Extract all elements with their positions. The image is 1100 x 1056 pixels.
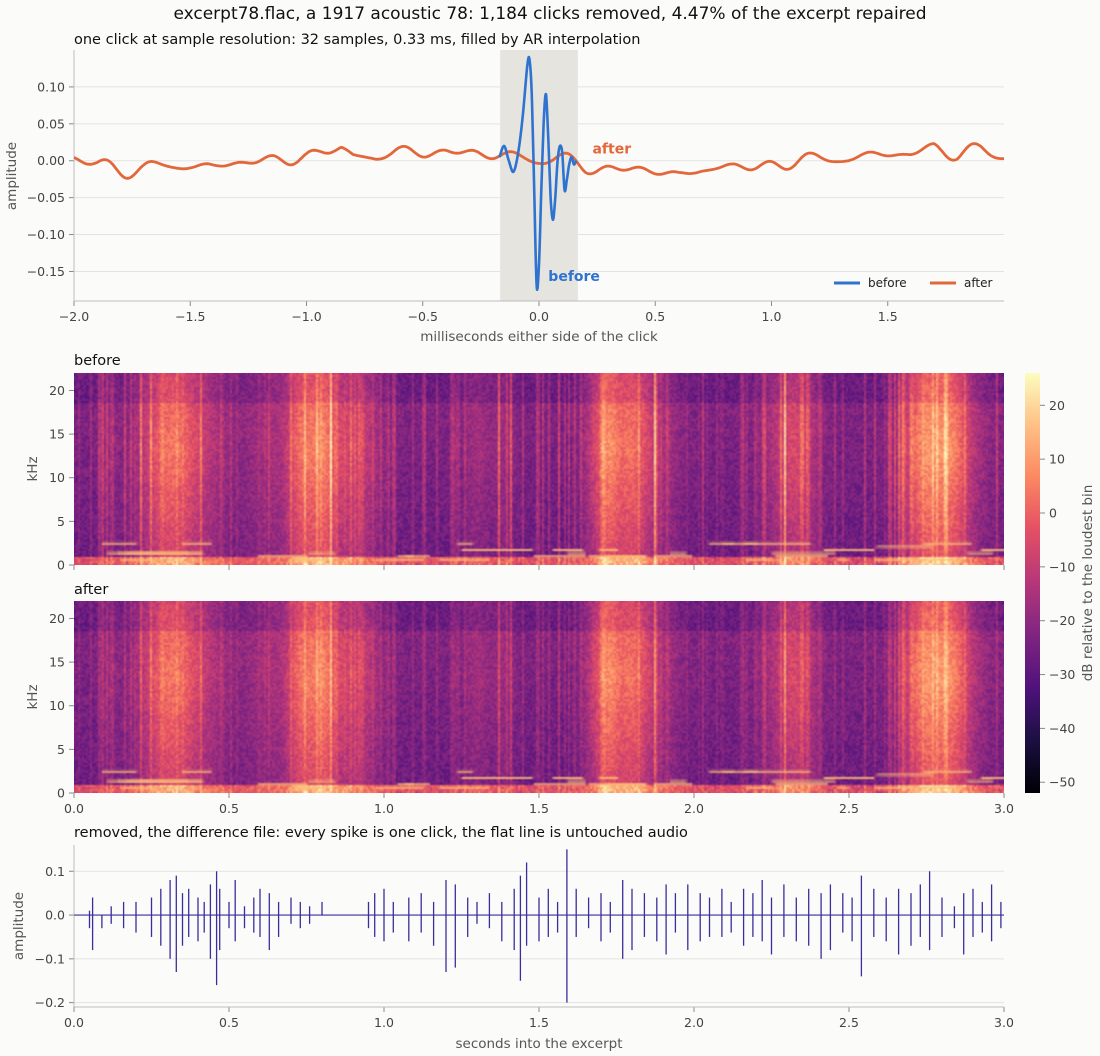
click-ytick-label-2: 0.00 (37, 153, 65, 168)
series-before-line (498, 55, 578, 291)
spec-before-ytick-label-4: 20 (49, 383, 65, 398)
colorbar-tick-label-2: 0 (1049, 506, 1057, 521)
difference-panel-ylabel: amplitude (11, 892, 27, 960)
click-xtick-label-4: 0.0 (529, 309, 549, 324)
click-panel-title: one click at sample resolution: 32 sampl… (74, 32, 640, 48)
click-xtick-label-2: −1.0 (291, 309, 321, 324)
colorbar-ticks: 20 10 0 −10 −20 −30 −40 −50 (1040, 398, 1075, 790)
spectrogram-before-axes: 0 5 10 15 20 (49, 383, 1005, 573)
difference-panel-axes: 0.1 0.0 −0.1 −0.2 0.0 0.5 1.0 1.5 2.0 2.5 3.0 (35, 845, 1014, 1030)
spec-after-ytick-label-2: 10 (49, 698, 65, 713)
spec-after-xtick-label-3: 1.5 (529, 801, 549, 816)
diff-xtick-label-2: 1.0 (374, 1015, 394, 1030)
spec-after-xtick-label-2: 1.0 (374, 801, 394, 816)
spec-before-ytick-label-2: 10 (49, 470, 65, 485)
click-panel-xlabel: milliseconds either side of the click (420, 329, 658, 345)
click-panel-legend: before after (834, 276, 992, 290)
diff-ytick-label-2: −0.1 (35, 951, 65, 966)
click-ytick-label-0: 0.10 (37, 79, 65, 94)
click-panel-axes: 0.10 0.05 0.00 −0.05 −0.10 −0.15 −2.0 −1.5 −1.0 −… (27, 50, 1004, 324)
click-xtick-label-5: 0.5 (645, 309, 665, 324)
click-ytick-label-3: −0.05 (27, 190, 65, 205)
annotation-after: after (592, 141, 631, 157)
diff-ytick-label-3: −0.2 (35, 995, 65, 1010)
spectrogram-after-ylabel: kHz (25, 684, 41, 709)
click-xtick-label-7: 1.5 (878, 309, 898, 324)
colorbar-tick-label-3: −10 (1049, 559, 1075, 574)
difference-spikes (88, 849, 1002, 1003)
annotation-before: before (548, 269, 600, 285)
diff-xtick-label-1: 0.5 (219, 1015, 239, 1030)
colorbar-tick-label-4: −20 (1049, 613, 1075, 628)
click-xtick-label-0: −2.0 (59, 309, 89, 324)
diff-ytick-label-0: 0.1 (45, 864, 65, 879)
spectrogram-before-title: before (74, 353, 121, 369)
spec-after-ytick-label-0: 0 (57, 786, 65, 801)
difference-panel: removed, the difference file: every spik… (11, 825, 1014, 1052)
click-panel-ylabel: amplitude (4, 142, 20, 210)
colorbar-tick-label-5: −30 (1049, 667, 1075, 682)
diff-xtick-label-5: 2.5 (839, 1015, 859, 1030)
click-ytick-label-4: −0.10 (27, 227, 65, 242)
spectrogram-before-image (74, 373, 1004, 565)
spectrogram-after-image (74, 601, 1004, 793)
colorbar-tick-label-0: 20 (1049, 398, 1065, 413)
diff-xtick-label-6: 3.0 (994, 1015, 1014, 1030)
spec-after-ytick-label-1: 5 (57, 742, 65, 757)
spec-after-ytick-label-3: 15 (49, 655, 65, 670)
legend-after-label: after (964, 276, 992, 290)
colorbar-tick-label-1: 10 (1049, 452, 1065, 467)
click-xtick-label-1: −1.5 (175, 309, 205, 324)
diff-xtick-label-0: 0.0 (64, 1015, 84, 1030)
click-xtick-label-3: −0.5 (408, 309, 438, 324)
colorbar-tick-label-6: −40 (1049, 721, 1075, 736)
diff-xtick-label-3: 1.5 (529, 1015, 549, 1030)
spec-after-xtick-label-6: 3.0 (994, 801, 1014, 816)
click-xtick-label-6: 1.0 (762, 309, 782, 324)
spec-after-xtick-label-1: 0.5 (219, 801, 239, 816)
figure-title: excerpt78.flac, a 1917 acoustic 78: 1,18… (173, 4, 926, 24)
click-ytick-label-1: 0.05 (37, 116, 65, 131)
click-ytick-label-5: −0.15 (27, 264, 65, 279)
spec-before-ytick-label-3: 15 (49, 427, 65, 442)
difference-panel-title: removed, the difference file: every spik… (74, 825, 688, 841)
spec-after-xtick-label-5: 2.5 (839, 801, 859, 816)
difference-panel-xlabel: seconds into the excerpt (455, 1036, 622, 1052)
spectrogram-before-ylabel: kHz (25, 456, 41, 481)
spectrogram-after-axes: 0 5 10 15 20 0.0 0.5 1.0 1.5 2.0 2.5 3.0 (49, 611, 1014, 816)
spectrogram-after-panel: after 0 5 10 15 20 0.0 0.5 1.0 1.5 2.0 2.5 3.0 kHz (25, 582, 1014, 816)
spec-before-ytick-label-0: 0 (57, 558, 65, 573)
spectrogram-after-title: after (74, 582, 108, 598)
spec-after-xtick-label-4: 2.0 (684, 801, 704, 816)
diff-ytick-label-1: 0.0 (45, 908, 65, 923)
legend-before-label: before (868, 276, 907, 290)
diff-xtick-label-4: 2.0 (684, 1015, 704, 1030)
spectrogram-before-panel: before 0 5 10 15 20 kHz (25, 353, 1005, 573)
colorbar-gradient (1025, 373, 1040, 793)
colorbar-label: dB relative to the loudest bin (1080, 485, 1096, 682)
colorbar-tick-label-7: −50 (1049, 775, 1075, 790)
spec-before-ytick-label-1: 5 (57, 514, 65, 529)
spec-after-xtick-label-0: 0.0 (64, 801, 84, 816)
spec-after-ytick-label-4: 20 (49, 611, 65, 626)
click-waveform-panel: one click at sample resolution: 32 sampl… (4, 32, 1004, 345)
colorbar: 20 10 0 −10 −20 −30 −40 −50 dB relative to the … (1025, 373, 1096, 793)
series-after-line (74, 142, 1004, 180)
